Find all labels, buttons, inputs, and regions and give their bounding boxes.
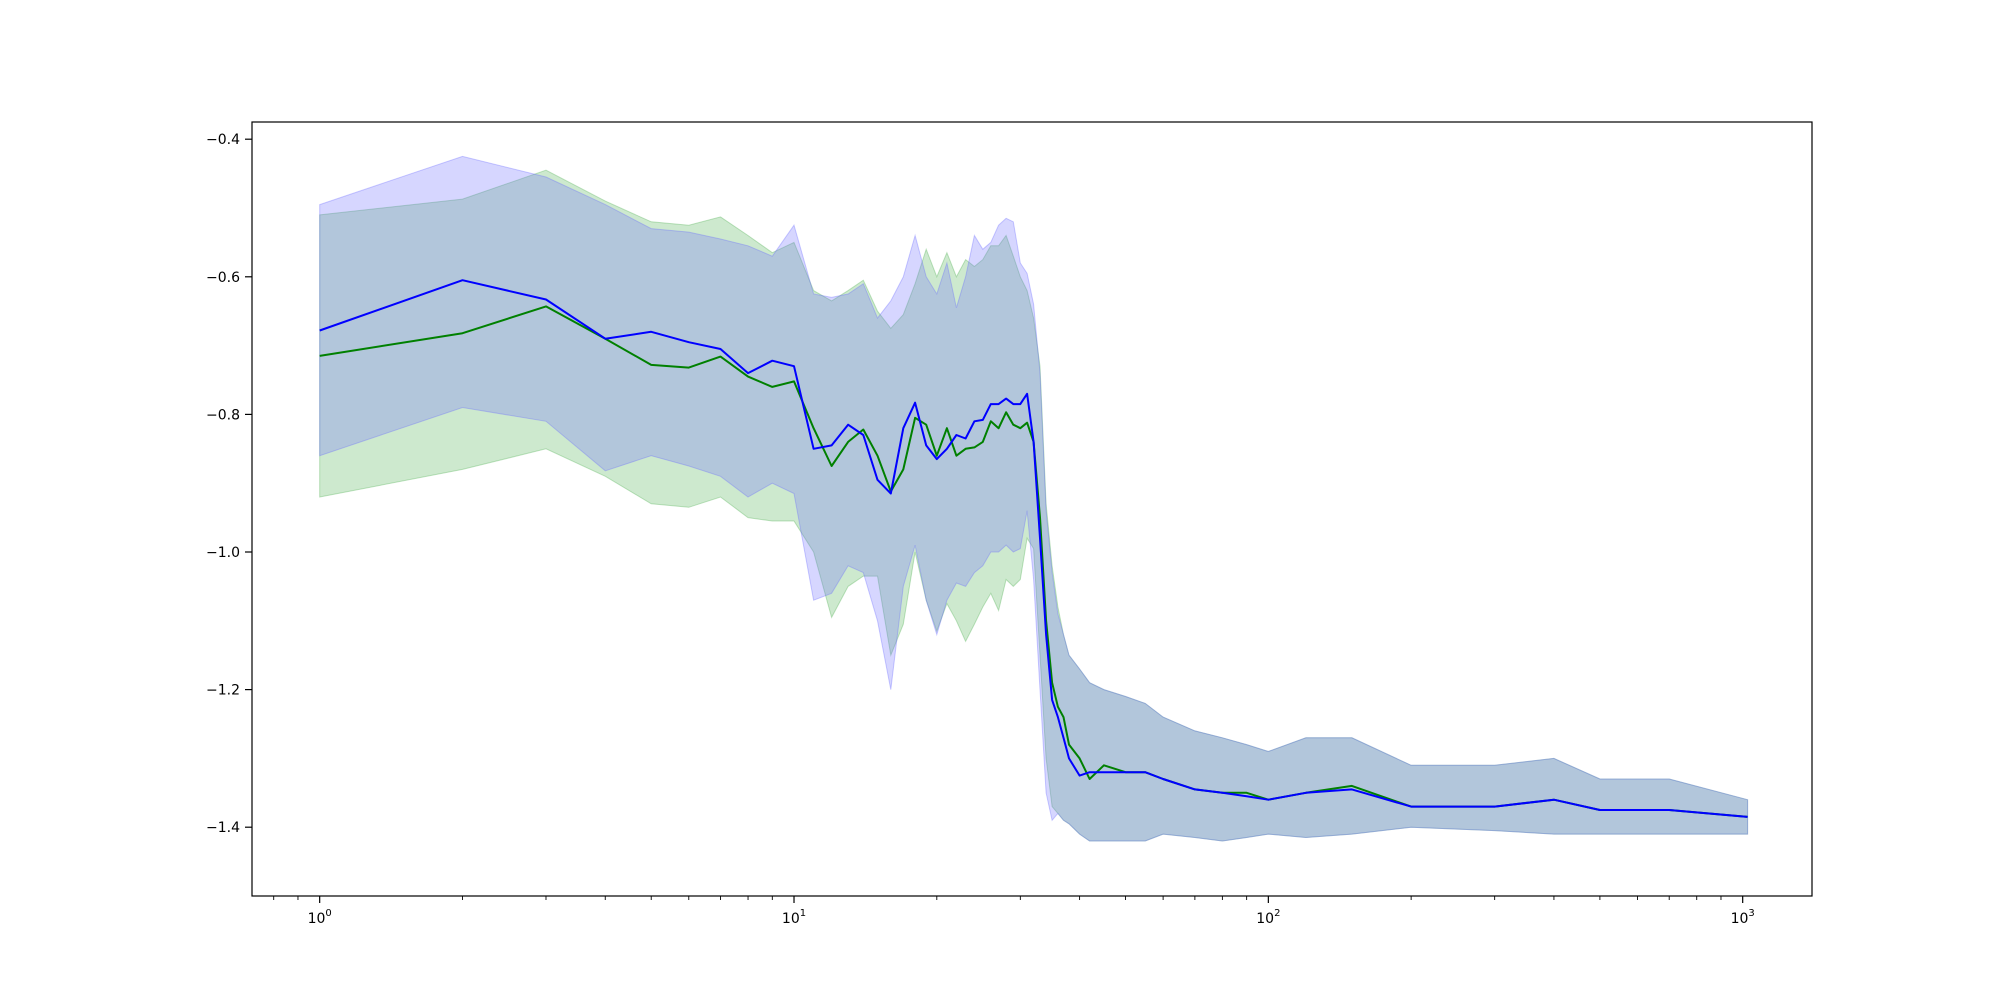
y-tick-label: −1.0 — [206, 545, 240, 561]
y-tick-label: −0.4 — [206, 132, 240, 148]
x-tick-exponent: 1 — [800, 908, 806, 919]
x-tick-exponent: 2 — [1274, 908, 1280, 919]
line-series-2 — [319, 279, 1748, 818]
y-tick-label: −1.2 — [206, 683, 240, 699]
plot-frame — [251, 121, 1813, 897]
x-tick-exponent: 0 — [325, 908, 331, 919]
y-tick-label: −0.6 — [206, 270, 240, 286]
y-tick-label: −1.4 — [206, 820, 240, 836]
band-series-2 — [319, 155, 1749, 842]
series-lines — [319, 279, 1748, 818]
y-axis: −0.4 −0.6 −0.8 −1.0 −1.2 −1.4 — [206, 132, 252, 836]
y-tick-label: −0.8 — [206, 407, 240, 423]
line-series-1 — [319, 305, 1748, 818]
x-tick-exponent: 3 — [1748, 908, 1754, 919]
